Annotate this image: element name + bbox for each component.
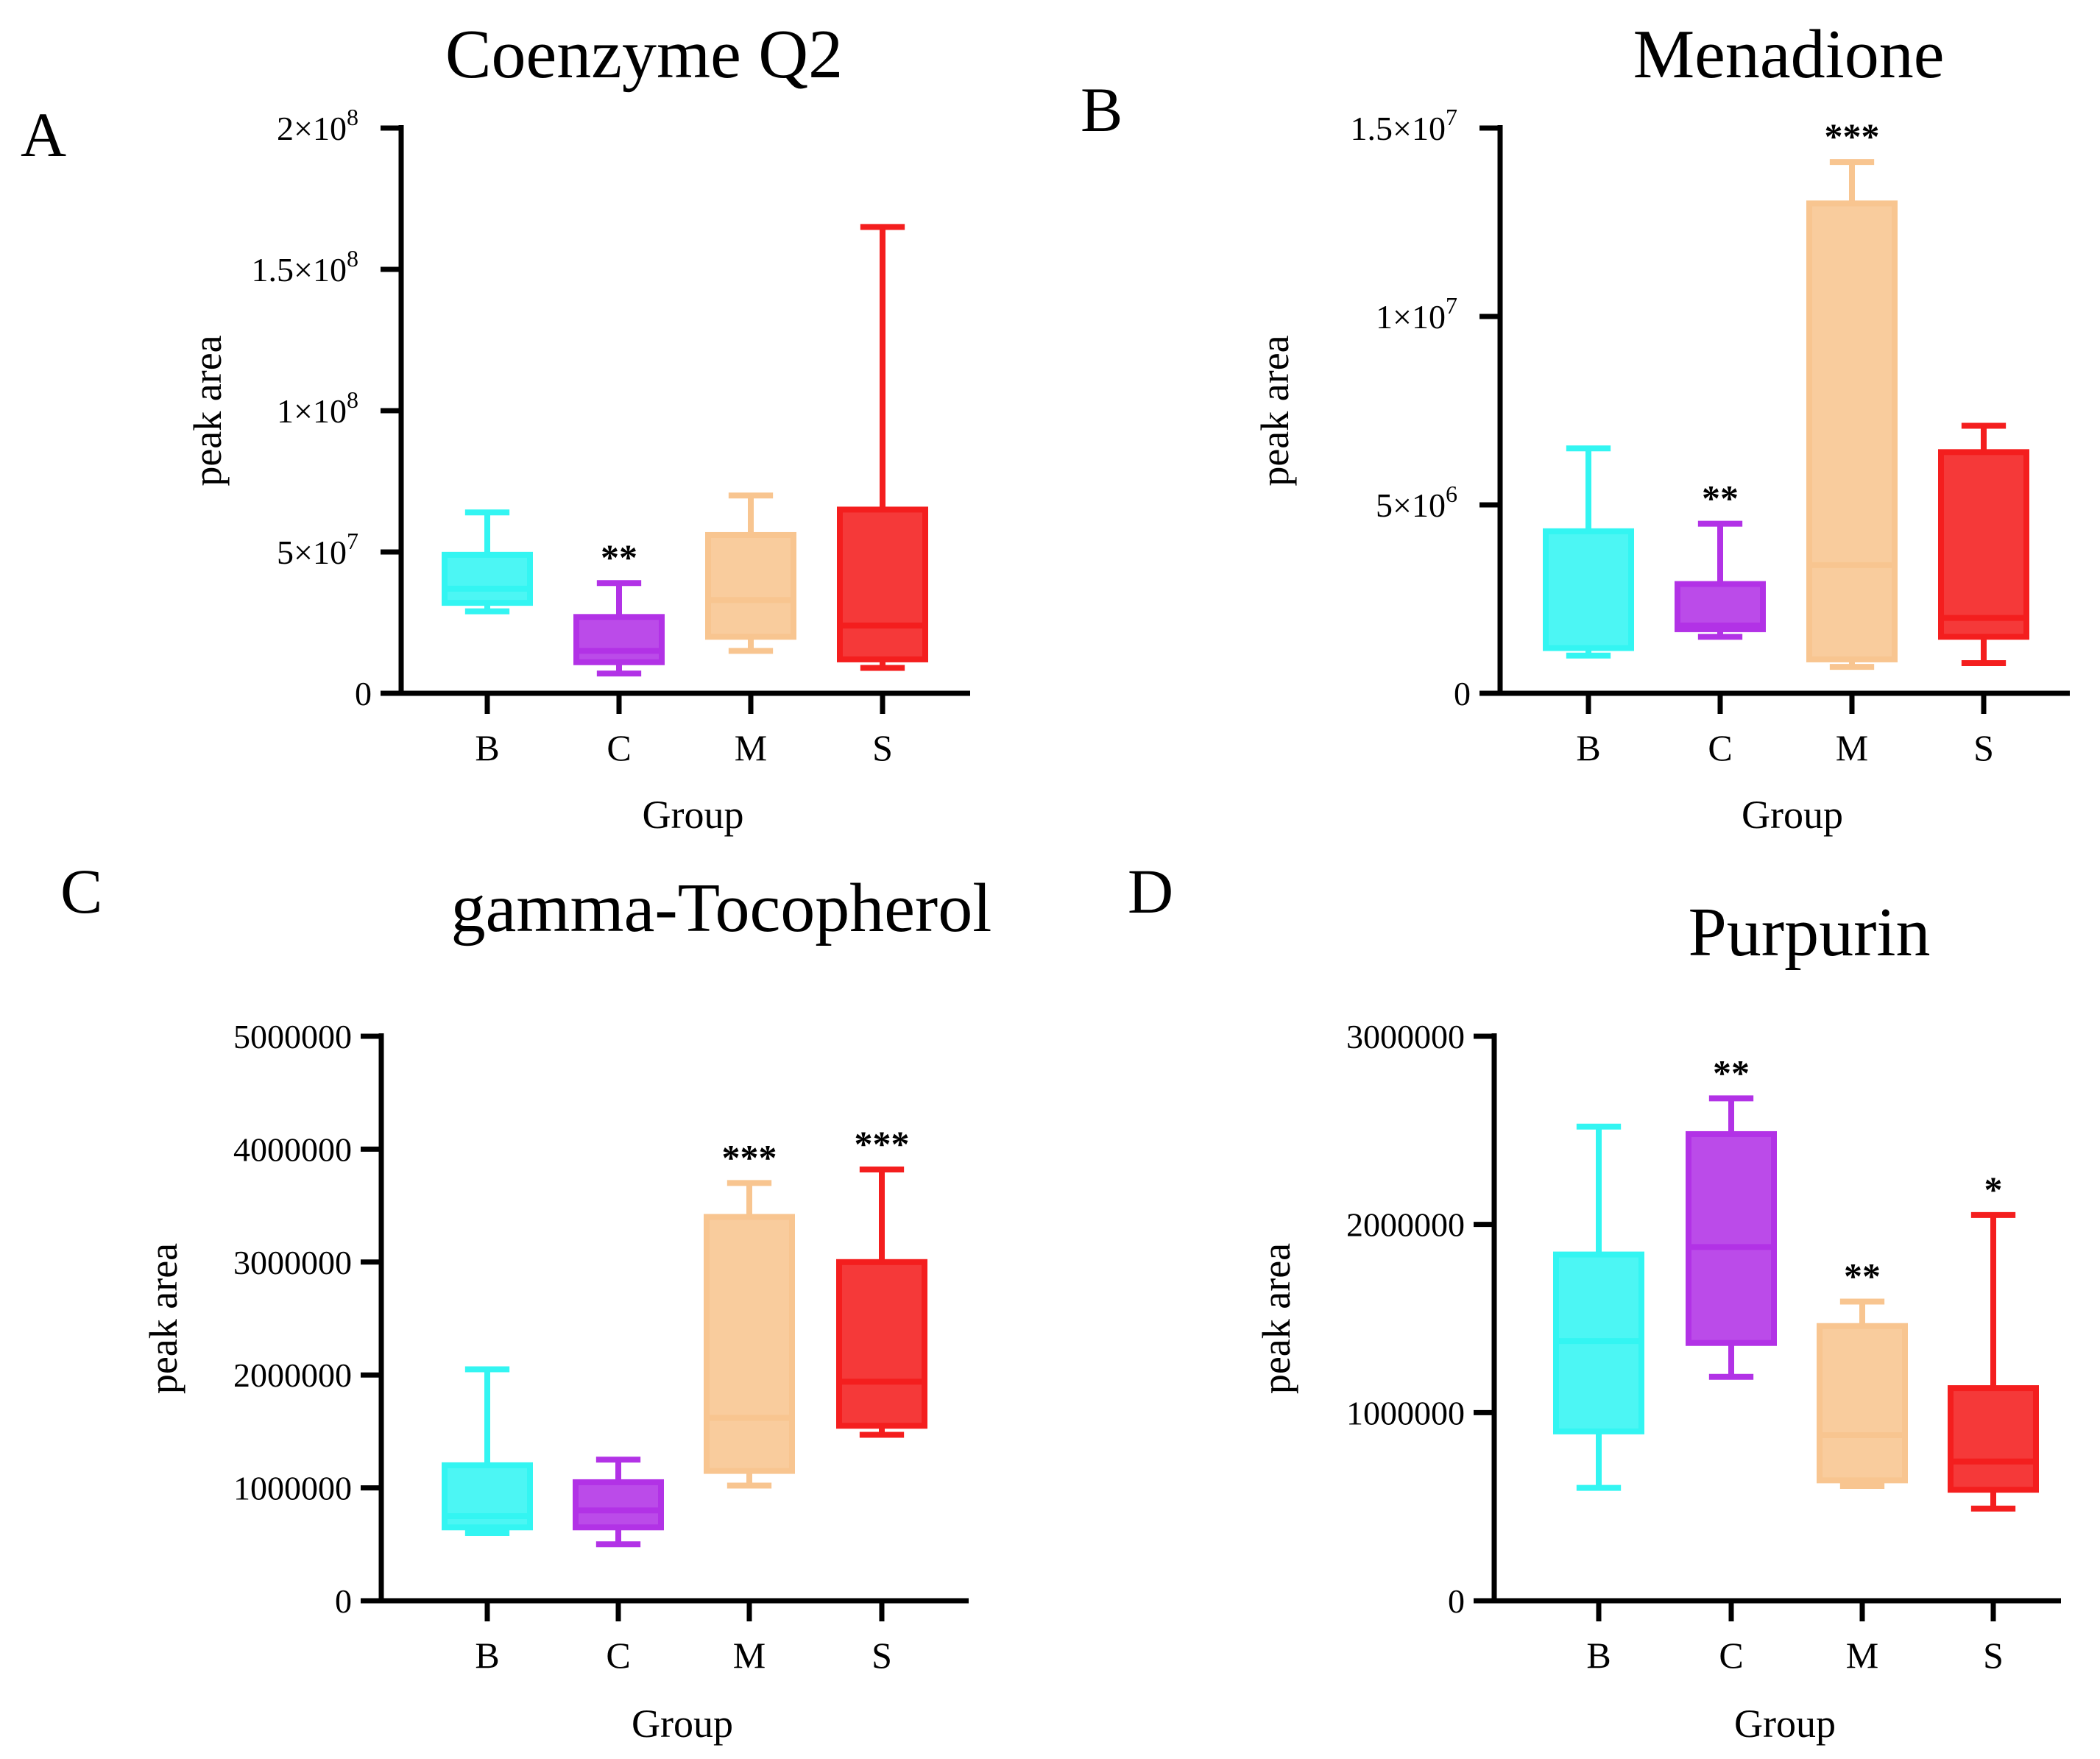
- box-m: **: [1817, 1255, 1908, 1490]
- y-tick-label: 1.5×108: [252, 245, 358, 289]
- y-tick-label: 0: [335, 1582, 352, 1620]
- x-axis-label: Group: [632, 1702, 733, 1746]
- box-s: [837, 224, 928, 671]
- box-body: [573, 614, 665, 665]
- x-category-label: C: [606, 1635, 630, 1676]
- y-tick-label: 1×107: [1376, 292, 1457, 336]
- y-tick-label: 0: [355, 675, 372, 712]
- box-body: [1543, 528, 1634, 651]
- y-tick-label: 2×108: [277, 104, 358, 147]
- box-body: [1686, 1130, 1777, 1346]
- y-tick-label: 0: [1454, 675, 1471, 712]
- y-tick-label: 1.5×107: [1351, 104, 1457, 147]
- panel-letter: A: [21, 99, 66, 170]
- y-axis-label: peak area: [185, 335, 230, 486]
- box-s: [1938, 422, 2029, 667]
- y-tick-label: 5×106: [1376, 481, 1457, 524]
- y-tick-label: 3000000: [1346, 1018, 1465, 1055]
- box-body: [442, 551, 533, 606]
- x-category-label: M: [733, 1635, 766, 1676]
- x-category-label: B: [475, 1635, 499, 1676]
- significance-label: ***: [722, 1136, 777, 1178]
- x-category-label: B: [475, 727, 499, 768]
- box-c: [573, 1457, 664, 1548]
- box-body: [1675, 581, 1766, 632]
- chart-title: gamma-Tocopherol: [451, 870, 992, 946]
- panel-letter: C: [60, 856, 102, 927]
- box-body: [705, 531, 796, 640]
- x-category-label: B: [1586, 1635, 1611, 1676]
- x-category-label: B: [1576, 727, 1600, 768]
- panel-letter: D: [1128, 856, 1173, 927]
- box-b: [442, 509, 533, 615]
- panel-letter: B: [1081, 74, 1123, 145]
- x-category-label: M: [1836, 727, 1868, 768]
- x-axis-label: Group: [643, 793, 744, 837]
- x-axis-label: Group: [1742, 793, 1843, 837]
- significance-label: **: [1713, 1052, 1750, 1093]
- y-tick-label: 1000000: [1346, 1394, 1465, 1431]
- x-category-label: C: [1708, 727, 1732, 768]
- chart-title: Purpurin: [1689, 894, 1931, 971]
- y-tick-label: 4000000: [233, 1130, 352, 1168]
- significance-label: *: [1984, 1169, 2003, 1210]
- box-body: [573, 1479, 664, 1531]
- significance-label: ***: [1825, 116, 1880, 157]
- box-body: [1806, 200, 1898, 662]
- box-b: [1553, 1123, 1644, 1491]
- chart-title: Coenzyme Q2: [445, 16, 843, 93]
- x-category-label: S: [872, 727, 893, 768]
- box-body: [836, 1259, 927, 1429]
- x-category-label: M: [735, 727, 767, 768]
- y-axis-label: peak area: [1253, 335, 1297, 486]
- x-category-label: S: [1983, 1635, 2004, 1676]
- box-c: **: [1686, 1052, 1777, 1380]
- box-s: ***: [836, 1123, 927, 1438]
- panel-b: B Menadione 0 5×106 1×107 1.5×107 B C M S Group pea…: [1081, 16, 2070, 837]
- box-m: ***: [704, 1136, 795, 1489]
- y-axis-label: peak area: [1254, 1243, 1298, 1394]
- box-c: **: [1675, 478, 1766, 640]
- x-category-label: M: [1846, 1635, 1878, 1676]
- box-body: [1938, 449, 2029, 640]
- x-category-label: S: [1973, 727, 1994, 768]
- panel-a: A Coenzyme Q2 0 5×107 1×108 1.5×108 2×108 B C M S G…: [21, 16, 970, 837]
- box-m: [705, 492, 796, 654]
- x-category-label: C: [1719, 1635, 1743, 1676]
- x-category-label: C: [607, 727, 631, 768]
- significance-label: **: [601, 537, 637, 578]
- significance-label: **: [1844, 1255, 1881, 1296]
- box-body: [704, 1214, 795, 1474]
- y-tick-label: 5×107: [277, 528, 358, 571]
- significance-label: ***: [855, 1123, 910, 1164]
- y-tick-label: 0: [1448, 1582, 1465, 1620]
- box-m: ***: [1806, 116, 1898, 670]
- y-tick-label: 1000000: [233, 1470, 352, 1507]
- box-b: [1543, 445, 1634, 659]
- box-b: [442, 1366, 533, 1536]
- y-axis-label: peak area: [141, 1243, 185, 1394]
- y-tick-label: 1×108: [277, 386, 358, 430]
- chart-title: Menadione: [1633, 16, 1945, 93]
- box-c: **: [573, 537, 665, 677]
- y-tick-label: 5000000: [233, 1018, 352, 1055]
- panel-d: D Purpurin 0 1000000 2000000 3000000 B C M S Group…: [1128, 856, 2061, 1746]
- significance-label: **: [1702, 478, 1739, 519]
- x-category-label: S: [872, 1635, 892, 1676]
- y-tick-label: 2000000: [1346, 1206, 1465, 1244]
- y-tick-label: 2000000: [233, 1356, 352, 1394]
- y-tick-label: 3000000: [233, 1244, 352, 1281]
- box-body: [1817, 1323, 1908, 1484]
- box-body: [1948, 1385, 2039, 1493]
- box-body: [837, 506, 928, 662]
- x-axis-label: Group: [1734, 1702, 1836, 1746]
- box-s: *: [1948, 1169, 2039, 1512]
